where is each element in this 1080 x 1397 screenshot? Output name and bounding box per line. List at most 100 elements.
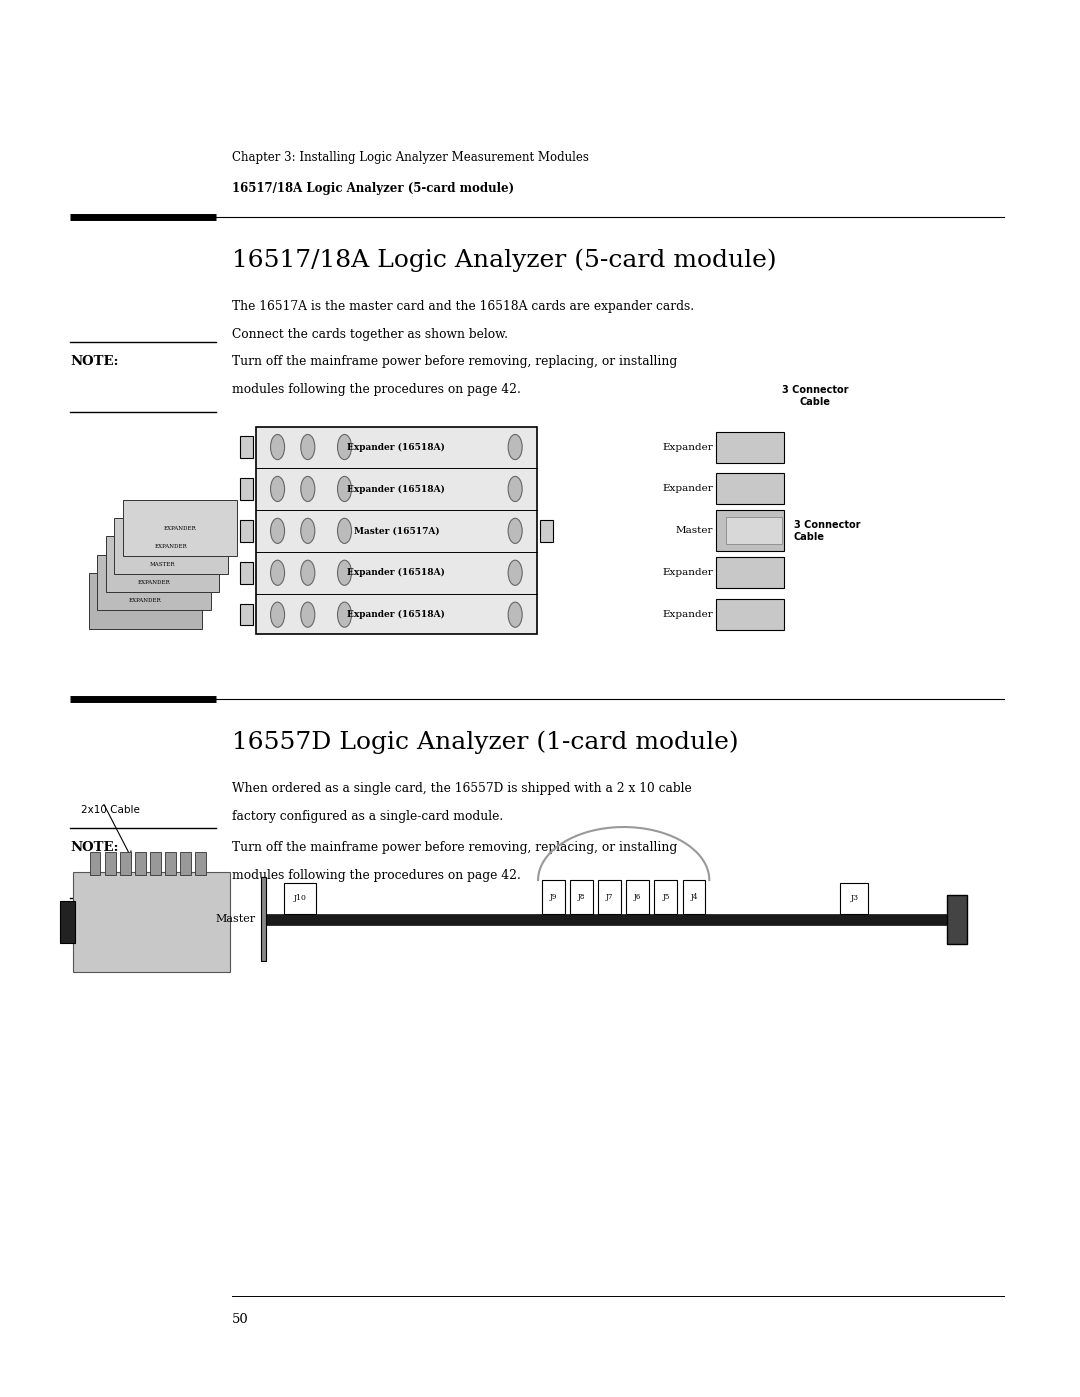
FancyBboxPatch shape <box>683 880 705 914</box>
FancyBboxPatch shape <box>240 604 253 626</box>
FancyBboxPatch shape <box>114 518 228 574</box>
FancyBboxPatch shape <box>947 894 967 944</box>
Text: Master (16517A): Master (16517A) <box>353 527 440 535</box>
FancyBboxPatch shape <box>284 883 316 914</box>
Text: NOTE:: NOTE: <box>70 355 119 367</box>
Ellipse shape <box>337 476 351 502</box>
Ellipse shape <box>300 560 314 585</box>
Text: 2x10 Cable: 2x10 Cable <box>81 805 140 814</box>
Ellipse shape <box>337 602 351 627</box>
Ellipse shape <box>508 602 523 627</box>
FancyBboxPatch shape <box>135 852 146 875</box>
FancyBboxPatch shape <box>240 520 253 542</box>
FancyBboxPatch shape <box>180 852 191 875</box>
FancyBboxPatch shape <box>89 573 202 629</box>
FancyBboxPatch shape <box>150 852 161 875</box>
Text: J5: J5 <box>662 893 670 901</box>
Text: Chapter 3: Installing Logic Analyzer Measurement Modules: Chapter 3: Installing Logic Analyzer Mea… <box>232 151 589 163</box>
Ellipse shape <box>300 602 314 627</box>
Ellipse shape <box>271 434 285 460</box>
FancyBboxPatch shape <box>840 883 868 914</box>
Ellipse shape <box>337 518 351 543</box>
FancyBboxPatch shape <box>60 901 75 943</box>
FancyBboxPatch shape <box>716 432 784 462</box>
Text: Expander: Expander <box>662 569 713 577</box>
Text: Expander: Expander <box>662 443 713 451</box>
Text: 16517/18A Logic Analyzer (5-card module): 16517/18A Logic Analyzer (5-card module) <box>232 249 777 272</box>
FancyBboxPatch shape <box>73 872 230 972</box>
Ellipse shape <box>508 476 523 502</box>
FancyBboxPatch shape <box>540 520 553 542</box>
Text: 16557D Logic Analyzer (1-card module): 16557D Logic Analyzer (1-card module) <box>232 731 739 754</box>
Ellipse shape <box>300 476 314 502</box>
FancyBboxPatch shape <box>261 877 266 961</box>
Ellipse shape <box>271 476 285 502</box>
Text: J9: J9 <box>550 893 557 901</box>
Text: modules following the procedures on page 42.: modules following the procedures on page… <box>232 869 521 882</box>
Text: NOTE:: NOTE: <box>70 841 119 854</box>
Text: Expander (16518A): Expander (16518A) <box>348 485 445 493</box>
FancyBboxPatch shape <box>265 914 950 925</box>
FancyBboxPatch shape <box>120 852 131 875</box>
Text: J3: J3 <box>850 894 859 902</box>
FancyBboxPatch shape <box>570 880 593 914</box>
Ellipse shape <box>337 560 351 585</box>
FancyBboxPatch shape <box>123 500 237 556</box>
Text: EXPANDER: EXPANDER <box>154 543 188 549</box>
Ellipse shape <box>300 518 314 543</box>
FancyBboxPatch shape <box>97 555 211 610</box>
FancyBboxPatch shape <box>105 852 116 875</box>
Ellipse shape <box>271 560 285 585</box>
Text: J10: J10 <box>294 894 307 902</box>
Text: EXPANDER: EXPANDER <box>129 598 162 604</box>
Text: J7: J7 <box>606 893 613 901</box>
Ellipse shape <box>508 434 523 460</box>
Text: Expander: Expander <box>662 485 713 493</box>
Ellipse shape <box>337 434 351 460</box>
FancyBboxPatch shape <box>240 562 253 584</box>
Text: EXPANDER: EXPANDER <box>137 580 171 585</box>
Text: EXPANDER: EXPANDER <box>163 525 197 531</box>
Text: Expander (16518A): Expander (16518A) <box>348 443 445 451</box>
FancyBboxPatch shape <box>165 852 176 875</box>
Ellipse shape <box>271 518 285 543</box>
Text: Master: Master <box>675 527 713 535</box>
Ellipse shape <box>271 602 285 627</box>
Text: The 16517A is the master card and the 16518A cards are expander cards.: The 16517A is the master card and the 16… <box>232 300 694 313</box>
Text: 3 Connector
Cable: 3 Connector Cable <box>782 386 849 407</box>
Text: modules following the procedures on page 42.: modules following the procedures on page… <box>232 383 521 395</box>
FancyBboxPatch shape <box>726 517 782 545</box>
FancyBboxPatch shape <box>240 436 253 458</box>
Text: MASTER: MASTER <box>150 562 175 567</box>
Text: 50: 50 <box>232 1313 249 1326</box>
Text: J6: J6 <box>634 893 642 901</box>
Text: Expander (16518A): Expander (16518A) <box>348 569 445 577</box>
Ellipse shape <box>300 434 314 460</box>
Text: Expander: Expander <box>662 610 713 619</box>
FancyBboxPatch shape <box>716 510 784 552</box>
FancyBboxPatch shape <box>716 474 784 504</box>
FancyBboxPatch shape <box>240 478 253 500</box>
Ellipse shape <box>508 560 523 585</box>
FancyBboxPatch shape <box>598 880 621 914</box>
Text: Expander (16518A): Expander (16518A) <box>348 610 445 619</box>
Text: Master: Master <box>216 914 256 925</box>
Text: Connect the cards together as shown below.: Connect the cards together as shown belo… <box>232 328 509 341</box>
FancyBboxPatch shape <box>195 852 206 875</box>
FancyBboxPatch shape <box>716 557 784 588</box>
Text: When ordered as a single card, the 16557D is shipped with a 2 x 10 cable: When ordered as a single card, the 16557… <box>232 782 692 795</box>
Text: J4: J4 <box>690 893 698 901</box>
FancyBboxPatch shape <box>256 427 537 634</box>
FancyBboxPatch shape <box>106 536 219 592</box>
FancyBboxPatch shape <box>90 852 100 875</box>
Text: J8: J8 <box>578 893 585 901</box>
Text: Turn off the mainframe power before removing, replacing, or installing: Turn off the mainframe power before remo… <box>232 841 677 854</box>
FancyBboxPatch shape <box>542 880 565 914</box>
FancyBboxPatch shape <box>654 880 677 914</box>
FancyBboxPatch shape <box>716 599 784 630</box>
Text: 16517/18A Logic Analyzer (5-card module): 16517/18A Logic Analyzer (5-card module) <box>232 182 514 194</box>
Ellipse shape <box>508 518 523 543</box>
FancyBboxPatch shape <box>626 880 649 914</box>
Text: factory configured as a single-card module.: factory configured as a single-card modu… <box>232 810 503 823</box>
Text: Turn off the mainframe power before removing, replacing, or installing: Turn off the mainframe power before remo… <box>232 355 677 367</box>
